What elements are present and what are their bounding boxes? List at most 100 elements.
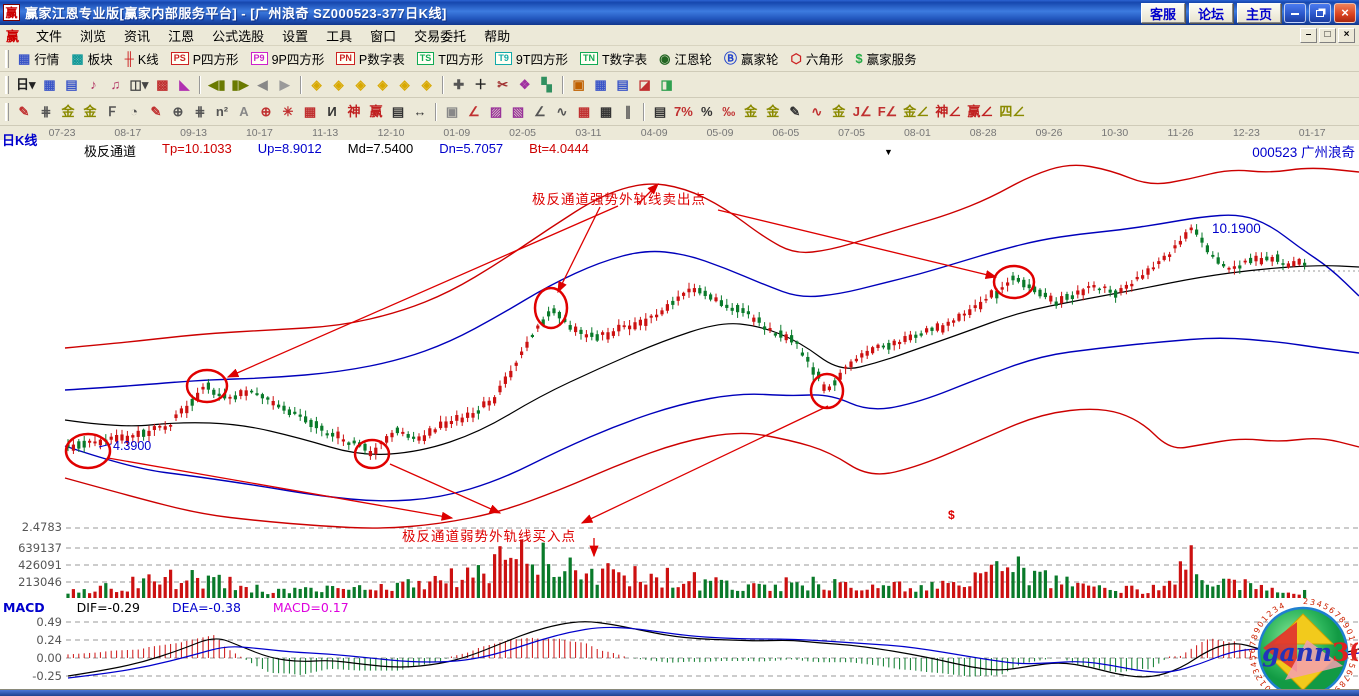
gold-section-icon[interactable]: 金 xyxy=(57,101,79,123)
parallel-lines-icon[interactable]: ∥ xyxy=(617,101,639,123)
fan-lines-icon[interactable]: ∠ xyxy=(463,101,485,123)
toolbar-button-9t-square[interactable]: T9 9T四方形 xyxy=(490,47,575,70)
menu-item-公式选股[interactable]: 公式选股 xyxy=(212,28,265,44)
text-note-icon[interactable]: A xyxy=(233,101,255,123)
percent-icon[interactable]: % xyxy=(696,101,718,123)
wave-red-icon[interactable]: ∿ xyxy=(806,101,828,123)
f-angle-icon[interactable]: F∠ xyxy=(875,101,901,123)
save-chart-icon[interactable]: ◪ xyxy=(634,74,656,96)
menu-item-江恩[interactable]: 江恩 xyxy=(168,28,195,44)
page-next-icon[interactable]: ▶ xyxy=(274,74,296,96)
scale-tool-icon[interactable]: ▤ xyxy=(649,101,671,123)
restore-button[interactable] xyxy=(1309,2,1331,23)
pencil-icon[interactable]: ✎ xyxy=(13,101,35,123)
note-small-icon[interactable]: ♪ xyxy=(83,74,105,96)
diamond-all-icon[interactable]: ◈ xyxy=(416,74,438,96)
diamond-left-icon[interactable]: ◈ xyxy=(306,74,328,96)
wave-mark-icon[interactable]: И xyxy=(321,101,343,123)
last-page-icon[interactable]: ▮▶ xyxy=(229,74,252,96)
bar-width-dropdown-icon[interactable]: ◫▾ xyxy=(127,74,152,96)
angle-line-icon[interactable]: ∠ xyxy=(529,101,551,123)
customer-service-button[interactable]: 客服 xyxy=(1141,2,1185,23)
info-panel-icon[interactable]: ▤ xyxy=(61,74,83,96)
toolbar-button-winner-service[interactable]: $ 赢家服务 xyxy=(850,47,923,70)
minimize-button[interactable] xyxy=(1284,2,1306,23)
toolbar-button-winner-wheel[interactable]: Ⓑ 赢家轮 xyxy=(719,47,786,70)
flower-tool-icon[interactable]: ❖ xyxy=(514,74,536,96)
scale-box-icon[interactable]: ▤ xyxy=(387,101,409,123)
j-angle-icon[interactable]: J∠ xyxy=(850,101,875,123)
permille-icon[interactable]: ‰ xyxy=(718,101,740,123)
menu-item-交易委托[interactable]: 交易委托 xyxy=(414,28,467,44)
toolbar-button-gann-wheel[interactable]: ◉ 江恩轮 xyxy=(654,47,719,70)
menu-item-工具[interactable]: 工具 xyxy=(326,28,353,44)
target-circle-icon[interactable]: ⊕ xyxy=(255,101,277,123)
zoom-window-icon[interactable]: ▦ xyxy=(39,74,61,96)
toolbar-button-sectors[interactable]: ▩ 板块 xyxy=(66,47,119,70)
gold-channel-icon[interactable]: 金 xyxy=(79,101,101,123)
cycle-arc-icon[interactable]: ◔ xyxy=(123,101,145,123)
homepage-button[interactable]: 主页 xyxy=(1237,2,1281,23)
rect-tool-icon[interactable]: ▣ xyxy=(441,101,463,123)
forum-button[interactable]: 论坛 xyxy=(1189,2,1233,23)
diamond-right-icon[interactable]: ◈ xyxy=(328,74,350,96)
diamond-horizontal-icon[interactable]: ◈ xyxy=(350,74,372,96)
toolbar-button-p-square[interactable]: PS P四方形 xyxy=(166,47,246,70)
h-measure-icon[interactable]: ↔ xyxy=(409,101,431,123)
si-angle-icon[interactable]: 四∠ xyxy=(996,101,1028,123)
note-large-icon[interactable]: ♫ xyxy=(105,74,127,96)
calendar-icon[interactable]: ▣ xyxy=(568,74,590,96)
pencil-red-icon[interactable]: ✎ xyxy=(145,101,167,123)
brush-icon[interactable]: ✎ xyxy=(784,101,806,123)
mdi-close-button[interactable]: × xyxy=(1338,27,1355,43)
pattern-tool-icon[interactable]: ▚ xyxy=(536,74,558,96)
grid-red-2-icon[interactable]: ▦ xyxy=(573,101,595,123)
color-histogram-icon[interactable]: ◣ xyxy=(173,74,195,96)
fan-box-icon[interactable]: ▨ xyxy=(485,101,507,123)
toolbar-button-kline[interactable]: ╫ K线 xyxy=(120,47,166,70)
toolbar-button-t-square[interactable]: TS T四方形 xyxy=(412,47,491,70)
notebook-icon[interactable]: ▤ xyxy=(612,74,634,96)
first-page-icon[interactable]: ◀▮ xyxy=(205,74,228,96)
toolbar-button-p-table[interactable]: PN P数字表 xyxy=(331,47,411,70)
overlay-indicator-icon[interactable]: ▩ xyxy=(151,74,173,96)
menu-item-文件[interactable]: 文件 xyxy=(36,28,63,44)
grid-box-red-icon[interactable]: ▦ xyxy=(299,101,321,123)
gold-levels-icon[interactable]: 金 xyxy=(762,101,784,123)
gann-circle-icon[interactable]: ⊕ xyxy=(167,101,189,123)
shen-tool-icon[interactable]: 神 xyxy=(343,101,365,123)
gold-ring-icon[interactable]: 金 xyxy=(740,101,762,123)
zigzag-icon[interactable]: ∿ xyxy=(551,101,573,123)
toolbar-button-hexagon[interactable]: ⬡ 六角形 xyxy=(786,47,851,70)
starburst-icon[interactable]: ✳ xyxy=(277,101,299,123)
menu-item-设置[interactable]: 设置 xyxy=(282,28,309,44)
ying-tool-icon[interactable]: 赢 xyxy=(365,101,387,123)
gold-line-icon[interactable]: 金 xyxy=(828,101,850,123)
fibo-f-icon[interactable]: Ｆ xyxy=(101,101,123,123)
toolbar-button-quotes[interactable]: ▦ 行情 xyxy=(13,47,66,70)
mdi-restore-button[interactable]: □ xyxy=(1319,27,1336,43)
measure-tool-icon[interactable]: ✂ xyxy=(492,74,514,96)
menu-item-浏览[interactable]: 浏览 xyxy=(80,28,107,44)
diamond-vertical-icon[interactable]: ◈ xyxy=(372,74,394,96)
toolbar-button-9p-square[interactable]: P9 9P四方形 xyxy=(246,47,332,70)
export-chart-icon[interactable]: ◨ xyxy=(656,74,678,96)
percent-line-icon[interactable]: 7% xyxy=(671,101,696,123)
gold-angle-icon[interactable]: 金∠ xyxy=(900,101,932,123)
grid-dark-icon[interactable]: ▦ xyxy=(595,101,617,123)
n-square-icon[interactable]: n² xyxy=(211,101,233,123)
menu-item-帮助[interactable]: 帮助 xyxy=(484,28,511,44)
fan-box-2-icon[interactable]: ▧ xyxy=(507,101,529,123)
candle-style-dropdown-icon[interactable]: 日▾ xyxy=(13,74,39,96)
hand-tool-icon[interactable]: ✚ xyxy=(448,74,470,96)
diamond-cross-icon[interactable]: ◈ xyxy=(394,74,416,96)
calculator-icon[interactable]: ▦ xyxy=(590,74,612,96)
ying-angle-icon[interactable]: 赢∠ xyxy=(964,101,996,123)
close-button[interactable]: × xyxy=(1334,2,1356,23)
page-prev-icon[interactable]: ◀ xyxy=(252,74,274,96)
crosshair-tool-icon[interactable]: ＋ xyxy=(470,74,492,96)
menu-item-资讯[interactable]: 资讯 xyxy=(124,28,151,44)
ruler-grid-icon[interactable]: ⋕ xyxy=(35,101,57,123)
menu-item-窗口[interactable]: 窗口 xyxy=(370,28,397,44)
